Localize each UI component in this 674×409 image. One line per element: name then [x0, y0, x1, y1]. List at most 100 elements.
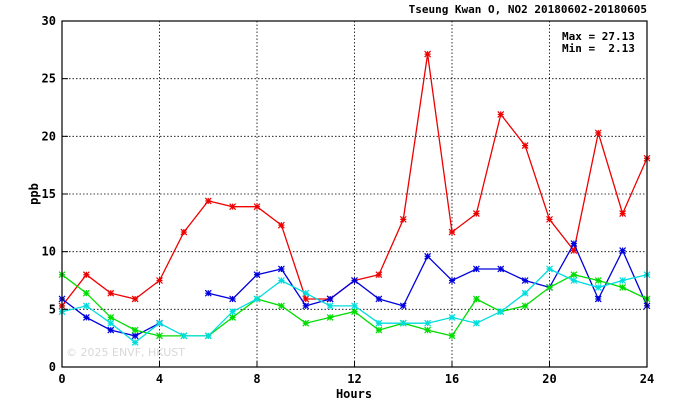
data-point — [375, 295, 383, 303]
data-point — [448, 313, 456, 321]
data-point — [570, 240, 578, 248]
data-point — [570, 277, 578, 284]
data-point — [229, 295, 237, 303]
data-point — [82, 289, 90, 297]
data-point — [107, 319, 115, 327]
data-point — [107, 326, 115, 334]
data-point — [253, 271, 261, 279]
x-axis-title: Hours — [336, 387, 372, 401]
data-point — [204, 289, 212, 297]
series-line — [208, 242, 648, 307]
y-tick-label: 0 — [49, 360, 56, 374]
data-point — [131, 326, 139, 334]
y-tick-label: 10 — [42, 245, 56, 259]
data-point — [326, 302, 334, 310]
x-tick-label: 4 — [156, 372, 163, 386]
x-tick-label: 8 — [253, 372, 260, 386]
data-point — [424, 319, 432, 327]
data-point — [546, 215, 553, 223]
data-point — [448, 332, 456, 340]
data-point — [82, 313, 90, 321]
grid — [62, 21, 647, 367]
data-point — [521, 289, 529, 297]
watermark: © 2025 ENVF, HKUST — [66, 346, 185, 359]
data-point — [594, 295, 602, 303]
data-point — [472, 295, 480, 303]
data-point — [107, 289, 115, 297]
data-point — [424, 50, 432, 58]
x-tick-label: 0 — [58, 372, 65, 386]
data-point — [570, 271, 578, 279]
max-label: Max = 27.13 — [562, 30, 635, 43]
data-point — [326, 295, 334, 303]
data-point — [253, 203, 261, 211]
x-tick-label: 24 — [640, 372, 654, 386]
y-axis-title: ppb — [27, 183, 41, 205]
data-point — [570, 247, 578, 254]
data-point — [277, 277, 285, 284]
data-point — [424, 326, 432, 334]
data-point — [229, 308, 237, 316]
data-point — [375, 326, 383, 334]
data-point — [180, 228, 188, 236]
data-point — [82, 302, 90, 310]
data-point — [399, 319, 407, 327]
data-point — [619, 283, 627, 291]
y-tick-label: 25 — [42, 72, 56, 86]
data-point — [351, 308, 358, 316]
data-point — [521, 277, 529, 284]
data-point — [204, 332, 212, 340]
data-point — [277, 221, 285, 229]
data-point — [277, 302, 285, 310]
x-tick-label: 20 — [542, 372, 556, 386]
data-point — [521, 142, 529, 149]
y-tick-label: 30 — [42, 14, 56, 28]
y-tick-label: 20 — [42, 129, 56, 143]
data-point — [302, 319, 310, 327]
data-point — [351, 302, 358, 310]
data-point — [472, 265, 480, 273]
min-label: Min = 2.13 — [562, 42, 635, 55]
data-point — [156, 319, 163, 327]
data-point — [277, 265, 285, 273]
data-point — [399, 215, 407, 223]
data-point — [302, 302, 310, 310]
data-point — [302, 295, 310, 303]
data-point — [497, 308, 505, 316]
x-tick-label: 16 — [445, 372, 459, 386]
data-point — [472, 210, 480, 218]
series-layer — [58, 50, 651, 346]
data-point — [229, 203, 237, 211]
y-tick-label: 5 — [49, 302, 56, 316]
data-point — [131, 339, 139, 346]
chart-title: Tseung Kwan O, NO2 20180602-20180605 — [409, 3, 647, 16]
data-point — [619, 247, 627, 254]
data-point — [107, 313, 115, 321]
data-point — [497, 110, 505, 118]
x-tick-label: 12 — [347, 372, 361, 386]
data-point — [375, 271, 383, 279]
y-tick-label: 15 — [42, 187, 56, 201]
data-point — [375, 319, 383, 327]
data-point — [229, 313, 237, 321]
data-point — [546, 283, 553, 291]
data-point — [326, 313, 334, 321]
data-point — [448, 277, 456, 284]
data-point — [82, 271, 90, 279]
data-point — [204, 197, 212, 205]
data-point — [546, 265, 553, 273]
data-point — [521, 302, 529, 310]
data-point — [302, 289, 310, 297]
data-point — [472, 319, 480, 327]
data-point — [253, 295, 261, 303]
data-point — [594, 129, 602, 137]
data-point — [351, 277, 358, 284]
data-point — [619, 277, 627, 284]
data-point — [594, 277, 602, 284]
data-point — [131, 332, 139, 340]
data-point — [180, 332, 188, 340]
data-point — [156, 277, 163, 284]
data-point — [594, 283, 602, 291]
data-point — [399, 302, 407, 310]
